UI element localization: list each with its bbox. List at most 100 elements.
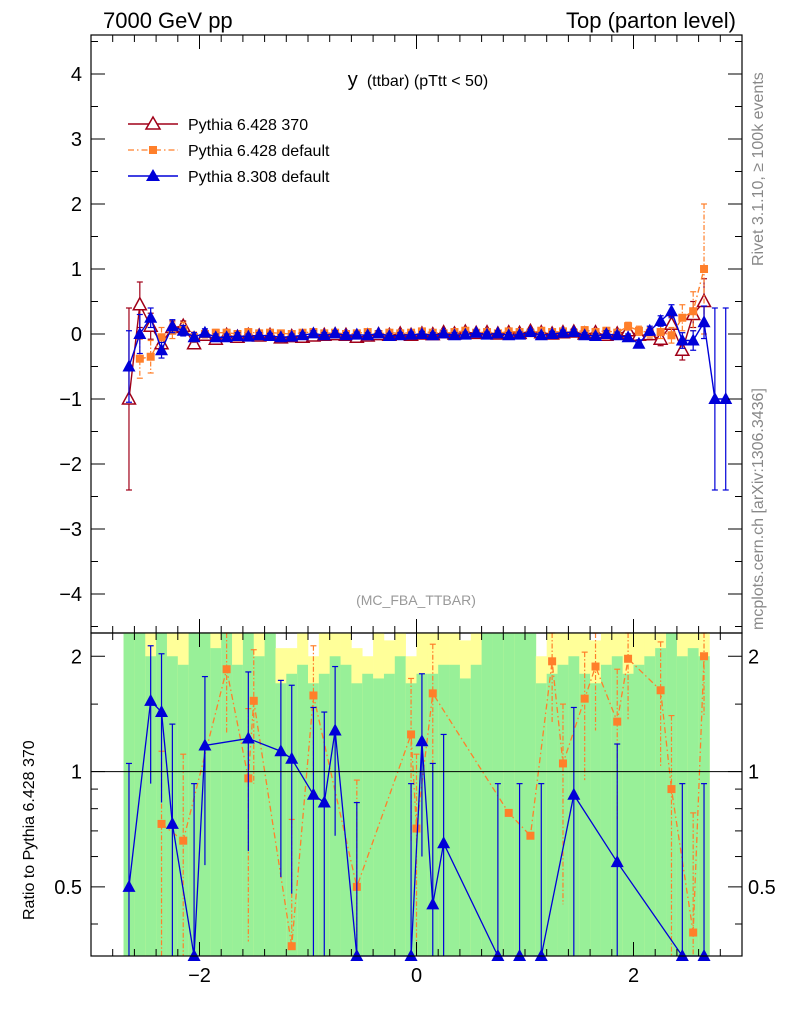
ratio-band-green xyxy=(666,633,678,956)
ratio-point xyxy=(428,689,437,698)
ratio-band-green xyxy=(297,664,309,956)
legend-entry-p6-default: Pythia 6.428 default xyxy=(128,143,330,160)
main-ytick-label: 0 xyxy=(71,324,82,346)
ratio-point xyxy=(404,949,418,961)
ratio-band-green xyxy=(525,633,537,956)
ratio-band-green xyxy=(644,656,656,956)
ratio-band-green xyxy=(145,656,157,956)
ratio-band-green xyxy=(546,673,558,956)
ratio-series-layer xyxy=(122,632,711,961)
header-right-label: Top (parton level) xyxy=(566,8,736,33)
ratio-point xyxy=(667,785,676,794)
main-point xyxy=(469,325,483,338)
main-point xyxy=(708,392,722,404)
legend-entry-p8-default: Pythia 8.308 default xyxy=(128,169,330,186)
main-ytick-label: −3 xyxy=(59,519,82,541)
main-point xyxy=(317,328,331,341)
ratio-band-green xyxy=(655,648,667,956)
main-point xyxy=(674,341,691,356)
ratio-point xyxy=(179,836,188,845)
main-point xyxy=(589,328,603,341)
ratio-band-green xyxy=(253,656,265,956)
ratio-band-green xyxy=(449,664,461,956)
ratio-point xyxy=(274,744,288,757)
main-series-2 xyxy=(122,304,733,491)
ratio-band-green xyxy=(373,678,385,956)
ratio-series-line xyxy=(128,699,705,957)
ratio-band-green xyxy=(210,648,222,956)
main-point xyxy=(523,325,537,338)
ratio-point xyxy=(155,705,169,718)
ratio-band-green xyxy=(622,673,634,956)
ratio-band-green xyxy=(481,633,493,956)
main-point xyxy=(634,326,643,335)
ratio-point xyxy=(187,949,201,961)
main-point xyxy=(187,330,201,343)
main-series-0 xyxy=(121,278,712,491)
legend-marker-filled-square xyxy=(149,146,157,154)
main-point xyxy=(372,326,386,339)
ratio-point xyxy=(624,654,633,663)
main-point xyxy=(700,265,709,273)
main-point xyxy=(133,327,147,339)
ratio-point xyxy=(249,696,258,705)
main-point xyxy=(643,323,657,336)
ratio-band-green xyxy=(232,664,244,956)
ratio-point xyxy=(309,691,318,700)
main-series-layer xyxy=(121,203,733,491)
ratio-band-green xyxy=(383,673,396,956)
ratio-point xyxy=(415,734,429,747)
ratio-band-green xyxy=(394,656,406,956)
main-point xyxy=(230,328,244,341)
ratio-point xyxy=(513,949,527,961)
ratio-ticks: 0.5 0.5 1 1 2 2 −2 0 2 xyxy=(54,633,776,987)
ratio-point xyxy=(526,831,535,840)
ratio-point xyxy=(198,738,212,751)
main-point xyxy=(350,327,364,340)
main-point xyxy=(135,354,144,363)
ratio-panel: 0.5 0.5 1 1 2 2 −2 0 2 Ratio to Pythia 6.428 370 xyxy=(21,632,776,987)
ratio-point xyxy=(656,686,665,695)
main-watermark: (MC_FBA_TTBAR) xyxy=(356,592,476,608)
main-ytick-label: 2 xyxy=(71,194,82,216)
main-point xyxy=(393,328,407,341)
main-point xyxy=(534,328,548,341)
ratio-xtick-label: 2 xyxy=(628,965,639,987)
main-point xyxy=(686,333,700,346)
ratio-ytick-label-right: 2 xyxy=(748,646,759,668)
main-point xyxy=(415,327,429,339)
ratio-xtick-label: −2 xyxy=(188,965,211,987)
ratio-point xyxy=(534,949,548,961)
ratio-point xyxy=(222,665,231,674)
main-point xyxy=(556,325,570,338)
main-point xyxy=(296,328,310,341)
main-point xyxy=(624,322,633,331)
ratio-band-green xyxy=(340,664,352,956)
mcplots-label: mcplots.cern.ch [arXiv:1306.3436] xyxy=(750,388,767,630)
ratio-bands xyxy=(123,633,710,956)
main-point xyxy=(146,352,155,361)
ratio-point xyxy=(306,787,320,800)
main-point xyxy=(404,327,418,340)
ratio-band-green xyxy=(503,633,515,956)
ratio-point xyxy=(491,949,505,961)
main-point xyxy=(719,392,733,404)
ratio-band-green xyxy=(600,664,613,956)
ratio-point xyxy=(700,652,709,661)
main-series-line xyxy=(128,310,726,400)
ratio-point xyxy=(285,751,299,764)
main-point xyxy=(632,336,646,349)
main-series-line xyxy=(128,301,705,400)
main-point xyxy=(285,329,299,342)
legend-marker-open-triangle xyxy=(144,115,162,130)
main-point xyxy=(621,330,635,343)
ratio-point xyxy=(675,949,689,961)
main-series-1 xyxy=(135,203,709,379)
main-title: y (ttbar) (pTtt < 50) xyxy=(348,69,488,91)
main-title-main: y xyxy=(348,69,358,91)
main-point xyxy=(689,307,698,316)
ratio-point xyxy=(157,819,166,828)
ratio-point xyxy=(287,942,296,951)
main-point xyxy=(667,331,676,340)
ratio-point xyxy=(610,855,624,868)
